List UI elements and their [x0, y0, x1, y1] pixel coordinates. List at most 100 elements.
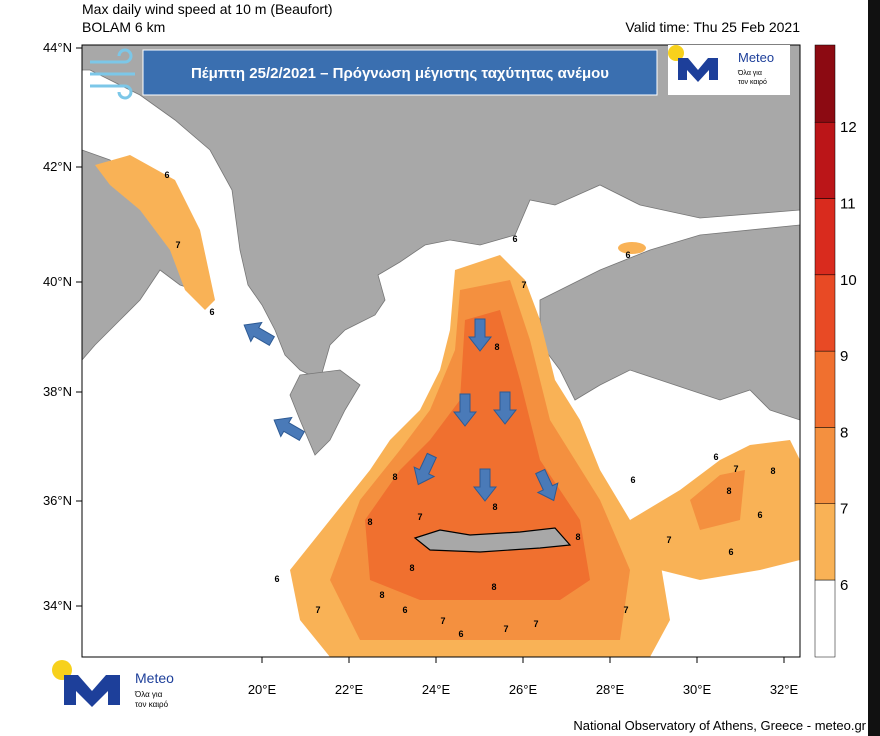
lat-label: 42°N: [43, 159, 72, 174]
land: [82, 45, 800, 456]
map-title: Max daily wind speed at 10 m (Beaufort): [82, 1, 333, 17]
colorbar-label: 12: [840, 119, 857, 136]
contour-labels: 6 7 6 6 6 7 8 6 7 8 8 6 7 6 8 8 8 6 7 6 7 6 8 7 7 8 7 6 8 7 8: [164, 170, 775, 639]
map-area: 6 7 6 6 6 7 8 6 7 8 8 6 7 6 8 8 8 6 7 6 7 6 8 7 7 8 7 6 8 7 8: [82, 45, 800, 657]
colorbar-label: 7: [840, 501, 848, 518]
lat-label: 38°N: [43, 384, 72, 399]
wind-6: [95, 155, 215, 310]
contour-label: 6: [728, 547, 733, 557]
balkans: [82, 45, 800, 381]
colorbar-label: 6: [840, 577, 848, 594]
logo-tagline: τον καιρό: [738, 78, 767, 86]
colorbar-label: 10: [840, 272, 857, 289]
frame: [81, 44, 801, 658]
turkey: [539, 224, 800, 421]
colorbar-segment: [814, 44, 836, 123]
logo-m: [64, 675, 120, 707]
colorbar-segment: [814, 121, 836, 199]
colorbar-segment: [814, 198, 836, 276]
contour-label: 7: [521, 280, 526, 290]
contour-label: 8: [492, 502, 497, 512]
lon-label: 26°E: [509, 682, 538, 697]
contour-label: 8: [726, 486, 731, 496]
lon-label: 32°E: [770, 682, 799, 697]
colorbar: 6 7 8 9 10 11 12: [814, 44, 857, 658]
lat-label: 36°N: [43, 493, 72, 508]
contour-label: 7: [315, 605, 320, 615]
model-name: BOLAM 6 km: [82, 19, 165, 35]
colorbar-segment: [814, 503, 836, 581]
colorbar-label: 11: [840, 196, 856, 213]
contour-label: 7: [533, 619, 538, 629]
lon-label: 28°E: [596, 682, 625, 697]
banner-text: Πέμπτη 25/2/2021 – Πρόγνωση μέγιστης ταχ…: [191, 65, 609, 82]
contour-label: 7: [666, 535, 671, 545]
wind-areas: [95, 155, 800, 657]
contour-label: 8: [379, 590, 384, 600]
lat-label: 34°N: [43, 598, 72, 613]
banner: [142, 49, 658, 96]
contour-label: 6: [402, 605, 407, 615]
lat-label: 44°N: [43, 40, 72, 55]
colorbar-segment: [814, 427, 836, 504]
logo-name: Meteo: [135, 670, 174, 686]
contour-label: 6: [757, 510, 762, 520]
wind-6: [618, 242, 646, 254]
contour-label: 6: [512, 234, 517, 244]
lon-label: 22°E: [335, 682, 364, 697]
contour-label: 8: [770, 466, 775, 476]
valid-time: Valid time: Thu 25 Feb 2021: [625, 19, 800, 35]
contour-label: 8: [392, 472, 397, 482]
contour-label: 8: [491, 582, 496, 592]
contour-label: 6: [458, 629, 463, 639]
wind-arrow: [492, 391, 518, 425]
wind-arrow: [535, 468, 559, 502]
contour-label: 7: [623, 605, 628, 615]
logo-tagline: τον καιρό: [135, 700, 169, 709]
contour-label: 6: [630, 475, 635, 485]
contour-label: 7: [440, 616, 445, 626]
colorbar-segment: [814, 579, 836, 658]
contour-label: 8: [409, 563, 414, 573]
logo-sun: [668, 45, 684, 61]
contour-label: 8: [367, 517, 372, 527]
lon-label: 30°E: [683, 682, 712, 697]
wind-arrow: [243, 321, 276, 347]
wind-8: [365, 310, 590, 600]
contour-label: 8: [575, 532, 580, 542]
lon-label: 20°E: [248, 682, 277, 697]
contour-label: 6: [274, 574, 279, 584]
wind-arrow: [467, 318, 493, 352]
logo-tagline: Όλα για: [134, 690, 163, 699]
colorbar-segment: [814, 274, 836, 352]
contour-label: 6: [625, 250, 630, 260]
peloponnese: [289, 369, 361, 456]
contour-label: 6: [209, 307, 214, 317]
wind-arrow: [472, 468, 498, 502]
contour-label: 6: [164, 170, 169, 180]
lat-label: 40°N: [43, 274, 72, 289]
lon-label: 24°E: [422, 682, 451, 697]
colorbar-label: 8: [840, 424, 848, 441]
wind-arrow: [452, 393, 478, 427]
wind-arrow: [273, 416, 306, 442]
wind-arrow: [413, 452, 437, 486]
colorbar-segment: [814, 350, 836, 428]
logo-m: [678, 58, 718, 82]
wind-icon: [90, 48, 135, 100]
logo-name: Meteo: [738, 50, 774, 65]
contour-label: 7: [175, 240, 180, 250]
wind-7: [690, 470, 745, 530]
contour-label: 7: [503, 624, 508, 634]
contour-label: 7: [417, 512, 422, 522]
contour-label: 7: [733, 464, 738, 474]
contour-label: 6: [713, 452, 718, 462]
logo-tagline: Όλα για: [737, 70, 762, 77]
contour-label: 8: [494, 342, 499, 352]
axes: 44°N 42°N 40°N 38°N 36°N 34°N 20°E 22°E 24°E 26°E…: [43, 40, 799, 697]
crete: [413, 527, 572, 553]
colorbar-label: 9: [840, 348, 848, 365]
edge: [868, 0, 880, 736]
arrows: [243, 318, 559, 502]
